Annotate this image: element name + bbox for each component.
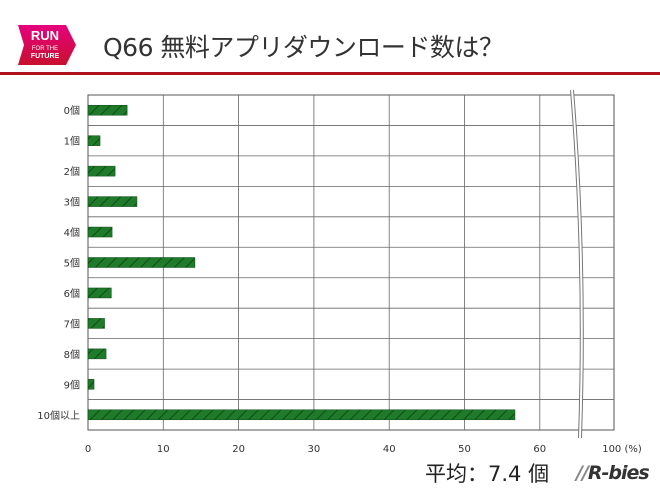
average-label: 平均：7.4 個 [425,462,550,486]
category-label: 7個 [64,317,80,330]
x-tick-label: 30 [308,444,321,455]
category-label: 9個 [64,378,80,391]
category-label: 3個 [64,196,80,209]
category-label: 8個 [64,348,80,361]
bar [87,196,138,207]
svg-text:FOR THE: FOR THE [32,46,58,52]
bar [87,165,116,177]
bar [87,104,128,116]
x-tick-label: 50 [458,444,471,455]
bar [87,318,105,329]
category-label: 10個以上 [37,409,80,422]
header-divider [0,72,660,75]
svg-text:FUTURE: FUTURE [31,53,60,60]
x-tick-label: 10 [157,444,170,455]
bar [87,348,107,360]
page-title: Q66 無料アプリダウンロード数は？ [103,33,504,62]
axis-break-mark-inner [571,89,583,439]
bar [87,379,95,390]
bar [87,135,101,146]
category-label: 4個 [64,226,80,239]
x-tick-label: 20 [232,444,245,455]
category-label: 5個 [64,257,80,270]
bar [87,257,196,268]
category-label: 6個 [64,287,80,300]
bar [87,226,113,238]
svg-text:RUN: RUN [31,28,59,43]
bar [87,409,516,421]
category-label: 0個 [64,104,80,117]
x-tick-label: 100 (%) [602,444,642,455]
r-bies-logo: //R-bies [576,462,650,484]
x-tick-label: 60 [533,444,546,455]
category-label: 1個 [64,135,80,148]
x-tick-label: 0 [85,444,91,455]
run-for-the-future-logo: RUN FOR THE FUTURE [18,25,76,65]
x-tick-label: 40 [383,444,396,455]
bar [87,287,112,299]
category-label: 2個 [64,165,80,178]
